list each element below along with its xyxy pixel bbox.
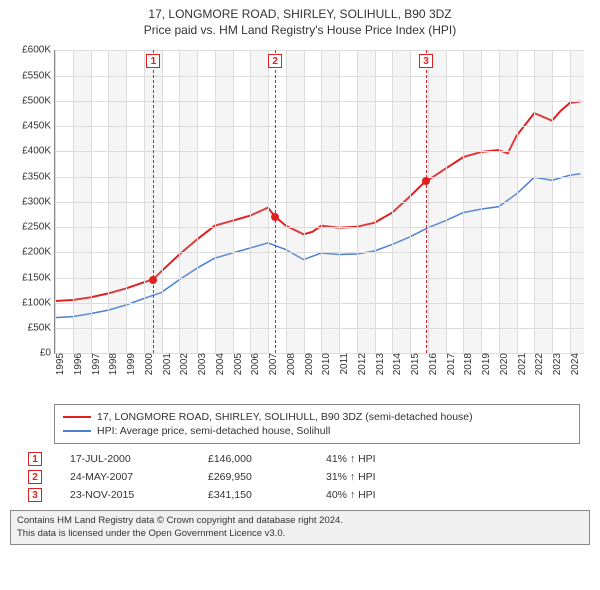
x-axis-label: 2024: [566, 353, 581, 375]
legend-swatch: [63, 430, 91, 432]
x-axis-label: 1995: [51, 353, 66, 375]
y-axis-label: £150K: [22, 272, 55, 283]
x-axis-label: 2009: [300, 353, 315, 375]
event-date: 17-JUL-2000: [70, 453, 180, 465]
event-price: £269,950: [208, 471, 298, 483]
x-axis-label: 2005: [229, 353, 244, 375]
event-price: £146,000: [208, 453, 298, 465]
legend-label: HPI: Average price, semi-detached house,…: [97, 425, 330, 437]
x-axis-label: 1998: [104, 353, 119, 375]
event-marker-icon: 1: [28, 452, 42, 466]
x-axis-label: 2018: [459, 353, 474, 375]
x-axis-label: 2022: [530, 353, 545, 375]
x-axis-label: 2023: [548, 353, 563, 375]
y-axis-label: £500K: [22, 95, 55, 106]
event-date: 23-NOV-2015: [70, 489, 180, 501]
x-axis-label: 2017: [442, 353, 457, 375]
y-axis-label: £550K: [22, 70, 55, 81]
x-axis-label: 2010: [317, 353, 332, 375]
legend-box: 17, LONGMORE ROAD, SHIRLEY, SOLIHULL, B9…: [54, 404, 580, 444]
event-delta: 31% ↑ HPI: [326, 471, 376, 483]
y-axis-label: £600K: [22, 45, 55, 56]
event-date: 24-MAY-2007: [70, 471, 180, 483]
x-axis-label: 2014: [388, 353, 403, 375]
event-marker-icon: 1: [146, 54, 160, 68]
y-axis-label: £50K: [28, 323, 55, 334]
y-axis-label: £200K: [22, 247, 55, 258]
x-axis-label: 2004: [211, 353, 226, 375]
x-axis-label: 2015: [406, 353, 421, 375]
x-axis-label: 1996: [69, 353, 84, 375]
x-axis-label: 2013: [371, 353, 386, 375]
x-axis-label: 2011: [335, 353, 350, 375]
events-table: 1 17-JUL-2000 £146,000 41% ↑ HPI 2 24-MA…: [28, 452, 580, 502]
chart-title-block: 17, LONGMORE ROAD, SHIRLEY, SOLIHULL, B9…: [0, 0, 600, 40]
event-marker-icon: 3: [419, 54, 433, 68]
y-axis-label: £400K: [22, 146, 55, 157]
chart-title-line2: Price paid vs. HM Land Registry's House …: [10, 22, 590, 38]
legend-swatch: [63, 416, 91, 418]
event-marker-icon: 3: [28, 488, 42, 502]
event-price: £341,150: [208, 489, 298, 501]
event-row: 1 17-JUL-2000 £146,000 41% ↑ HPI: [28, 452, 580, 466]
x-axis-label: 2002: [175, 353, 190, 375]
chart-container: £0£50K£100K£150K£200K£250K£300K£350K£400…: [10, 44, 590, 398]
y-axis-label: £250K: [22, 222, 55, 233]
x-axis-label: 2012: [353, 353, 368, 375]
x-axis-label: 1997: [87, 353, 102, 375]
x-axis-label: 1999: [122, 353, 137, 375]
x-axis-label: 2019: [477, 353, 492, 375]
x-axis-label: 2020: [495, 353, 510, 375]
footer-line: This data is licensed under the Open Gov…: [17, 528, 583, 540]
event-row: 3 23-NOV-2015 £341,150 40% ↑ HPI: [28, 488, 580, 502]
event-row: 2 24-MAY-2007 £269,950 31% ↑ HPI: [28, 470, 580, 484]
event-delta: 40% ↑ HPI: [326, 489, 376, 501]
event-delta: 41% ↑ HPI: [326, 453, 376, 465]
x-axis-label: 2021: [513, 353, 528, 375]
footer-attribution: Contains HM Land Registry data © Crown c…: [10, 510, 590, 545]
chart-title-line1: 17, LONGMORE ROAD, SHIRLEY, SOLIHULL, B9…: [10, 6, 590, 22]
y-axis-label: £450K: [22, 121, 55, 132]
x-axis-label: 2000: [140, 353, 155, 375]
event-marker-icon: 2: [28, 470, 42, 484]
plot-area: £0£50K£100K£150K£200K£250K£300K£350K£400…: [54, 50, 584, 354]
y-axis-label: £100K: [22, 297, 55, 308]
event-dot: [422, 177, 430, 185]
footer-line: Contains HM Land Registry data © Crown c…: [17, 515, 583, 527]
x-axis-label: 2006: [246, 353, 261, 375]
y-axis-label: £350K: [22, 171, 55, 182]
event-dot: [149, 276, 157, 284]
y-axis-label: £300K: [22, 196, 55, 207]
x-axis-label: 2016: [424, 353, 439, 375]
x-axis-label: 2008: [282, 353, 297, 375]
event-dot: [271, 213, 279, 221]
x-axis-label: 2003: [193, 353, 208, 375]
legend-item: HPI: Average price, semi-detached house,…: [63, 425, 571, 437]
event-marker-icon: 2: [268, 54, 282, 68]
legend-label: 17, LONGMORE ROAD, SHIRLEY, SOLIHULL, B9…: [97, 411, 473, 423]
x-axis-label: 2007: [264, 353, 279, 375]
legend-item: 17, LONGMORE ROAD, SHIRLEY, SOLIHULL, B9…: [63, 411, 571, 423]
x-axis-label: 2001: [158, 353, 173, 375]
